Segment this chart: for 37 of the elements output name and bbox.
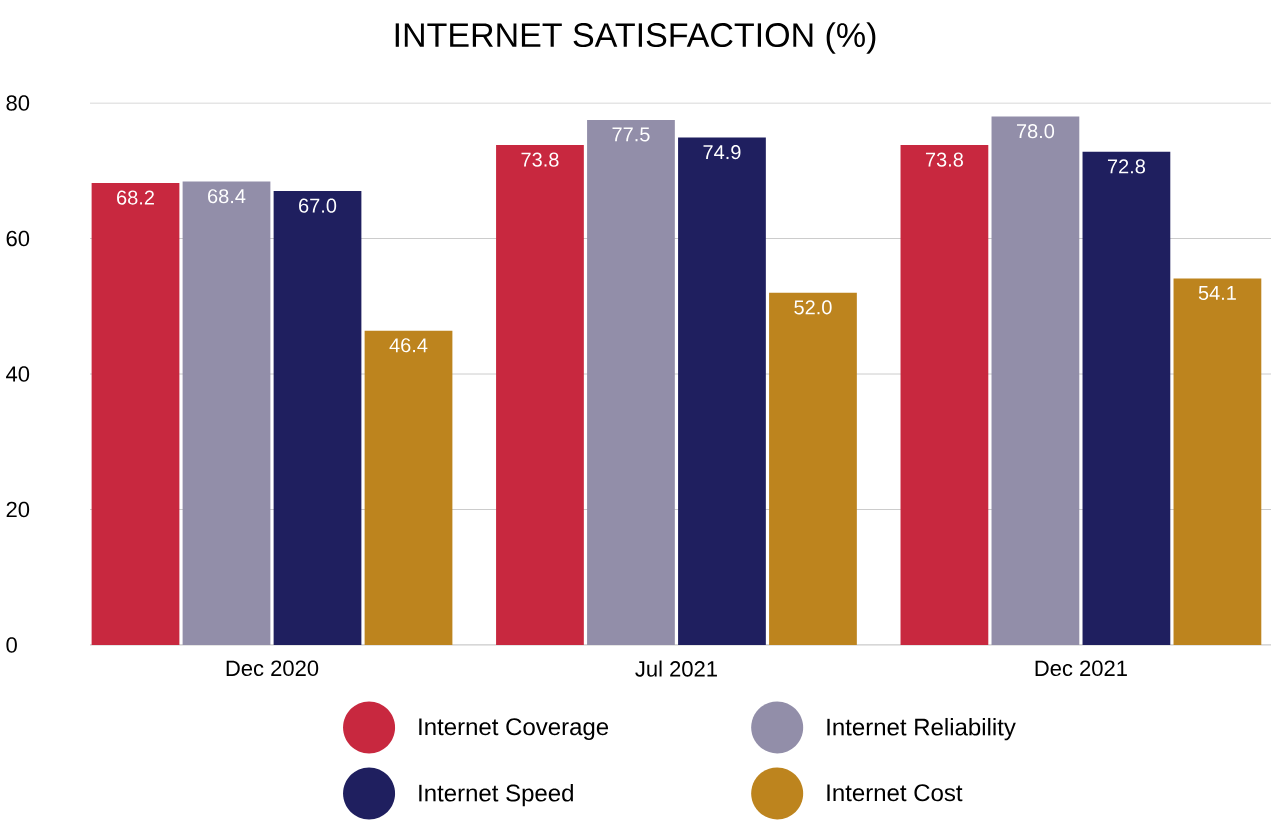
data-label: 67.0 bbox=[299, 198, 337, 213]
bar bbox=[587, 119, 675, 645]
bar bbox=[678, 137, 766, 645]
legend-label: Internet Cost bbox=[827, 784, 963, 802]
data-label: 77.5 bbox=[612, 127, 650, 142]
bar bbox=[91, 182, 180, 645]
legend-label: Internet Speed bbox=[419, 783, 573, 807]
x-tick-label: Dec 2020 bbox=[226, 660, 319, 677]
data-label: 74.9 bbox=[703, 145, 741, 160]
data-label: 54.1 bbox=[1198, 286, 1236, 300]
bar bbox=[1173, 278, 1262, 645]
data-label: 78.0 bbox=[1016, 124, 1055, 139]
data-label: 73.8 bbox=[521, 152, 559, 167]
bar bbox=[364, 330, 453, 645]
y-tick-label: 80 bbox=[6, 95, 30, 111]
x-tick-label: Dec 2021 bbox=[1035, 660, 1127, 677]
data-label: 46.4 bbox=[389, 338, 428, 353]
bar bbox=[991, 116, 1080, 645]
bar bbox=[1082, 151, 1171, 645]
legend-label: Internet Reliability bbox=[827, 717, 1016, 741]
chart-title: INTERNET SATISFACTION (%) bbox=[395, 22, 876, 54]
legend-label: Internet Coverage bbox=[419, 718, 609, 741]
y-tick-label: 40 bbox=[6, 366, 30, 382]
bar bbox=[769, 292, 857, 645]
bar bbox=[900, 145, 989, 645]
data-label: 68.2 bbox=[117, 190, 154, 205]
y-tick-label: 0 bbox=[6, 637, 17, 653]
data-label: 73.8 bbox=[925, 152, 964, 167]
bar bbox=[273, 191, 362, 645]
x-tick-label: Jul 2021 bbox=[635, 660, 717, 677]
bar bbox=[182, 181, 271, 645]
y-tick-label: 20 bbox=[6, 501, 30, 518]
data-label: 68.4 bbox=[208, 189, 246, 204]
data-label: 52.0 bbox=[794, 300, 832, 315]
bar bbox=[496, 145, 584, 645]
data-label: 72.8 bbox=[1107, 159, 1146, 174]
y-tick-label: 60 bbox=[6, 230, 30, 247]
